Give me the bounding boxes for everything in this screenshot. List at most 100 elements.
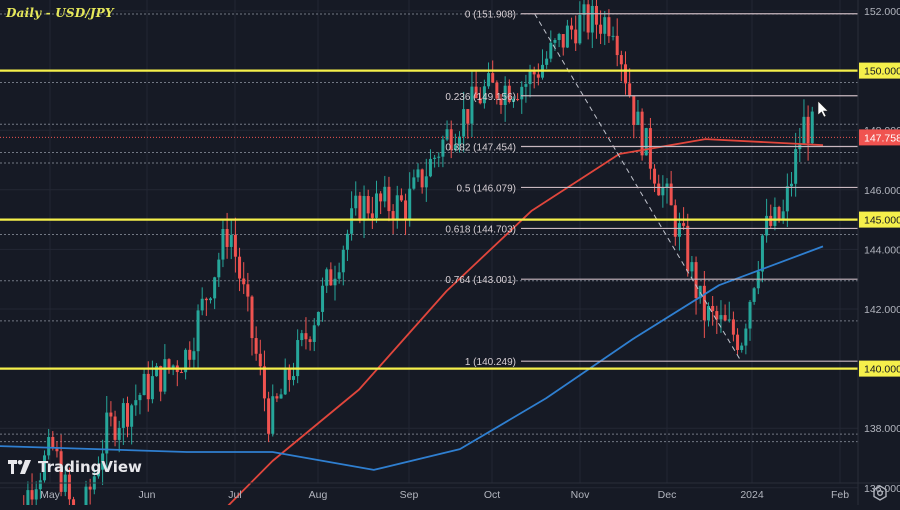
candle-body (694, 262, 698, 299)
fibonacci-level-label: 0.618 (144.703) (445, 224, 516, 235)
candle-body (383, 186, 387, 202)
candle-body (511, 98, 515, 102)
candle-body (462, 109, 466, 137)
candle-body (312, 325, 316, 342)
candle-body (138, 395, 142, 401)
time-axis-label: May (40, 489, 61, 501)
candle-body (84, 486, 88, 510)
time-axis-label: Oct (484, 489, 500, 501)
price-axis-label: 140.000 (864, 364, 900, 376)
tradingview-logo[interactable]: TradingView (8, 458, 142, 476)
candle-body (105, 412, 109, 454)
candle-body (677, 223, 681, 237)
candle-body (731, 319, 735, 335)
candle-body (690, 262, 694, 272)
candle-body (624, 64, 627, 84)
candle-body (179, 372, 183, 374)
candle-body (619, 55, 623, 65)
candle-body (316, 311, 320, 326)
candle-body (549, 42, 553, 59)
candle-body (711, 305, 715, 312)
fibonacci-level-label: 0 (151.908) (465, 10, 516, 21)
candle-body (661, 187, 665, 196)
candle-body (155, 366, 159, 377)
candle-body (686, 225, 690, 272)
price-label-highlight (859, 360, 900, 377)
price-label-highlight (859, 211, 900, 228)
candle-body (565, 25, 569, 48)
candle-body (532, 71, 536, 75)
candle-body (474, 86, 478, 99)
candle-body (262, 366, 266, 399)
candle-body (242, 278, 246, 285)
candle-body (545, 58, 549, 65)
candle-body (503, 85, 507, 106)
candle-body (810, 111, 814, 144)
candle-body (333, 278, 337, 286)
candle-body (399, 195, 403, 201)
candle-body (561, 34, 565, 48)
candle-body (615, 35, 619, 56)
candle-body (590, 5, 594, 33)
price-axis-label: 142.000 (864, 304, 900, 316)
candle-body (433, 157, 437, 159)
candle-body (126, 403, 129, 427)
candle-body (38, 480, 42, 490)
candle-body (408, 188, 412, 219)
candle-body (134, 400, 138, 406)
candle-body (412, 177, 416, 189)
gear-icon[interactable] (872, 485, 888, 501)
candles (18, 0, 814, 510)
candle-body (113, 416, 117, 440)
candle-body (723, 315, 727, 321)
current-price-label: 147.758 (864, 132, 900, 144)
candle-body (773, 206, 777, 226)
tradingview-logo-text: TradingView (38, 458, 142, 476)
current-price-badge (859, 129, 900, 146)
candle-body (607, 17, 611, 37)
candle-body (375, 193, 378, 218)
moving-average-blue-line (0, 245, 824, 471)
candle-body (628, 83, 632, 97)
time-axis-label: Dec (658, 489, 677, 501)
candle-body (669, 183, 673, 206)
time-axis-label: Jun (139, 489, 156, 501)
price-axis-label: 138.000 (864, 423, 900, 435)
candle-body (644, 128, 648, 156)
candle-body (520, 86, 524, 100)
candle-body (682, 223, 686, 226)
candle-body (594, 5, 598, 25)
time-axis-label: Nov (571, 489, 590, 501)
candle-body (487, 73, 491, 87)
fibonacci-level-label: 0.5 (146.079) (457, 183, 517, 194)
time-axis-label: 2024 (740, 489, 764, 501)
candle-body (217, 259, 221, 278)
candle-body (121, 403, 125, 428)
candle-body (279, 394, 283, 399)
candle-body (159, 366, 163, 392)
candle-body (275, 396, 279, 399)
candle-body (632, 96, 636, 125)
candle-body (72, 499, 76, 510)
candle-body (416, 169, 420, 178)
candle-body (748, 301, 752, 329)
time-axis-label: Feb (831, 489, 849, 501)
candle-body (379, 193, 383, 202)
candle-body (441, 139, 445, 157)
candle-body (437, 156, 441, 158)
price-scale[interactable] (858, 0, 900, 483)
candle-body (765, 215, 769, 236)
candle-body (283, 367, 287, 395)
candle-body (453, 144, 457, 150)
candle-body (209, 298, 212, 301)
candle-body (171, 365, 175, 369)
candle-body (366, 196, 370, 214)
price-label-highlight (859, 62, 900, 79)
candle-body (233, 234, 237, 257)
candle-body (300, 333, 304, 341)
candle-body (391, 211, 395, 220)
candle-body (238, 256, 242, 279)
candle-body (287, 367, 291, 380)
